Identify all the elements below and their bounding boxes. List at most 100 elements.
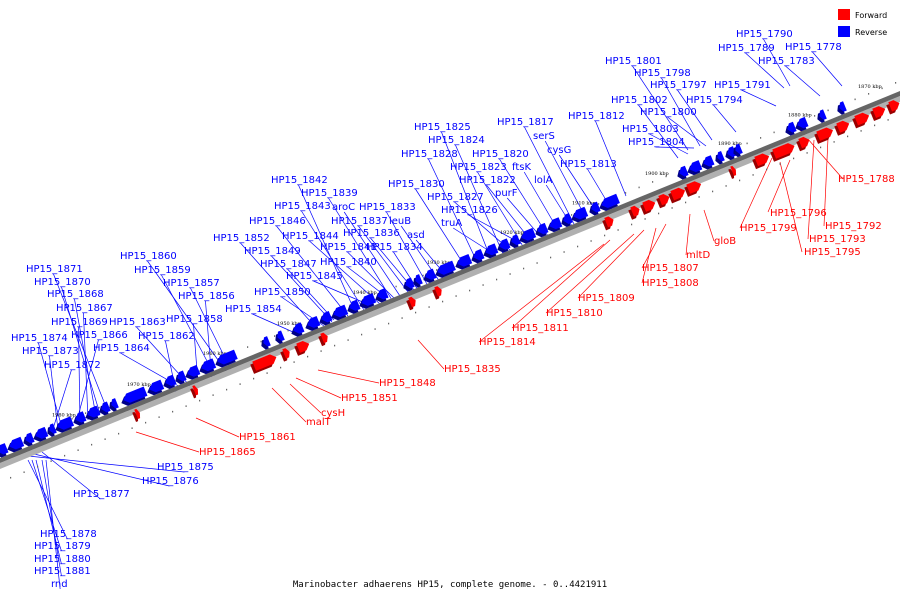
axis-tick (91, 443, 93, 446)
reverse-gene-label-leader (75, 339, 99, 425)
reverse-gene-arrow (679, 165, 689, 177)
forward-gene-arrow (872, 106, 886, 119)
reverse-gene-label-leader (61, 286, 101, 415)
reverse-gene-label: ftsK (512, 162, 531, 173)
reverse-gene-label: HP15_1842 (271, 175, 328, 186)
reverse-gene-arrow (485, 243, 499, 256)
axis-tick (895, 82, 897, 84)
forward-gene-arrow (798, 136, 810, 149)
reverse-gene-arrow (405, 277, 415, 289)
axis-tick (496, 278, 498, 281)
forward-gene-label: HP15_1835 (444, 364, 501, 375)
axis-tick (50, 460, 52, 463)
axis-tick (625, 192, 627, 194)
reverse-gene-label: HP15_1846 (249, 216, 306, 227)
reverse-gene-arrow (101, 401, 111, 413)
reverse-gene-label: HP15_1827 (427, 192, 484, 203)
reverse-gene-label-leader (632, 65, 689, 151)
reverse-gene-arrow (75, 411, 87, 423)
reverse-gene-label-leader (51, 369, 72, 433)
axis-tick (266, 372, 268, 374)
forward-gene-arrow-shadow (728, 168, 735, 179)
forward-gene-label-leader (641, 227, 657, 284)
axis-tick (833, 141, 835, 143)
axis-tick (98, 406, 100, 409)
reverse-gene-label: HP15_1841 (320, 242, 377, 253)
forward-gene-arrow-shadow (190, 388, 197, 399)
reverse-gene-label: HP15_1802 (611, 95, 668, 106)
reverse-gene-label: HP15_1783 (758, 56, 815, 67)
scale-label: 1950 kbp (277, 321, 301, 327)
reverse-gene-label: HP15_1817 (497, 117, 554, 128)
reverse-gene-label: HP15_1789 (718, 43, 775, 54)
reverse-gene-label: HP15_1869 (51, 317, 108, 328)
forward-gene-label: HP15_1808 (642, 278, 699, 289)
reverse-gene-arrow (437, 260, 456, 275)
reverse-gene-arrow (727, 146, 737, 158)
reverse-gene-arrow (25, 432, 35, 444)
axis-tick (395, 285, 397, 288)
reverse-gene-label-leader (713, 104, 737, 133)
axis-bar (0, 91, 900, 463)
forward-gene-label: HP15_1795 (804, 247, 861, 258)
axis-tick (253, 377, 255, 380)
axis-tick (571, 214, 573, 216)
reverse-gene-label: HP15_1800 (640, 107, 697, 118)
axis-tick (64, 454, 66, 457)
axis-tick (361, 333, 363, 336)
reverse-gene-label-leader (287, 268, 335, 321)
reverse-gene-label-leader (677, 89, 713, 141)
reverse-gene-label-leader (661, 77, 701, 147)
forward-gene-label: HP15_1814 (479, 337, 536, 348)
reverse-gene-label: HP15_1804 (628, 137, 685, 148)
axis-tick (698, 196, 700, 198)
axis-tick (652, 181, 654, 183)
scale-label: 1960 kbp (203, 351, 227, 357)
axis-tick (604, 234, 606, 237)
axis-tick (887, 119, 889, 121)
axis-tick (827, 109, 829, 112)
reverse-gene-label: HP15_1798 (634, 68, 691, 79)
reverse-gene-arrow (361, 293, 377, 306)
axis-tick (509, 273, 511, 275)
reverse-gene-label: HP15_1790 (736, 29, 793, 40)
scale-label: 1880 kbp (788, 113, 812, 119)
reverse-gene-label: HP15_1860 (120, 251, 177, 262)
axis-tick (712, 190, 714, 193)
reverse-gene-label-leader (276, 225, 349, 317)
reverse-gene-label-leader (271, 255, 333, 323)
reverse-gene-label: HP15_1826 (441, 205, 498, 216)
scale-label: 1940 kbp (353, 290, 377, 296)
forward-gene-label-leader (195, 417, 240, 438)
reverse-gene-label: purF (495, 188, 518, 199)
reverse-gene-arrow (549, 217, 563, 230)
legend-forward-swatch (838, 9, 850, 20)
reverse-gene-label: HP15_1837 (331, 216, 388, 227)
axis-tick (590, 240, 592, 242)
scale-label: 1920 kbp (500, 230, 524, 236)
reverse-gene-arrow (499, 238, 511, 250)
legend: Forward Reverse (838, 9, 887, 37)
forward-gene-arrow (296, 341, 310, 353)
axis-tick (773, 131, 775, 134)
axis-tick (752, 174, 754, 176)
reverse-gene-arrow (123, 386, 148, 403)
genome-axis (0, 91, 900, 469)
reverse-gene-label: HP15_1873 (22, 346, 79, 357)
reverse-gene-label: serS (533, 131, 555, 142)
forward-gene-arrow (134, 408, 141, 419)
reverse-gene-label: HP15_1840 (320, 257, 377, 268)
axis-tick (118, 432, 120, 435)
forward-gene-arrow (408, 296, 416, 308)
axis-tick (428, 306, 430, 308)
axis-tick (85, 412, 87, 414)
reverse-gene-label-leader (31, 459, 62, 552)
reverse-gene-label: HP15_1845 (286, 271, 343, 282)
forward-gene-arrow (836, 120, 850, 133)
reverse-gene-label: truA (441, 218, 462, 229)
axis-tick (10, 476, 12, 479)
forward-gene-label: HP15_1848 (379, 378, 436, 389)
reverse-gene-label-leader (428, 158, 479, 265)
reverse-gene-label-leader (667, 116, 707, 147)
forward-gene-label: HP15_1796 (770, 208, 827, 219)
